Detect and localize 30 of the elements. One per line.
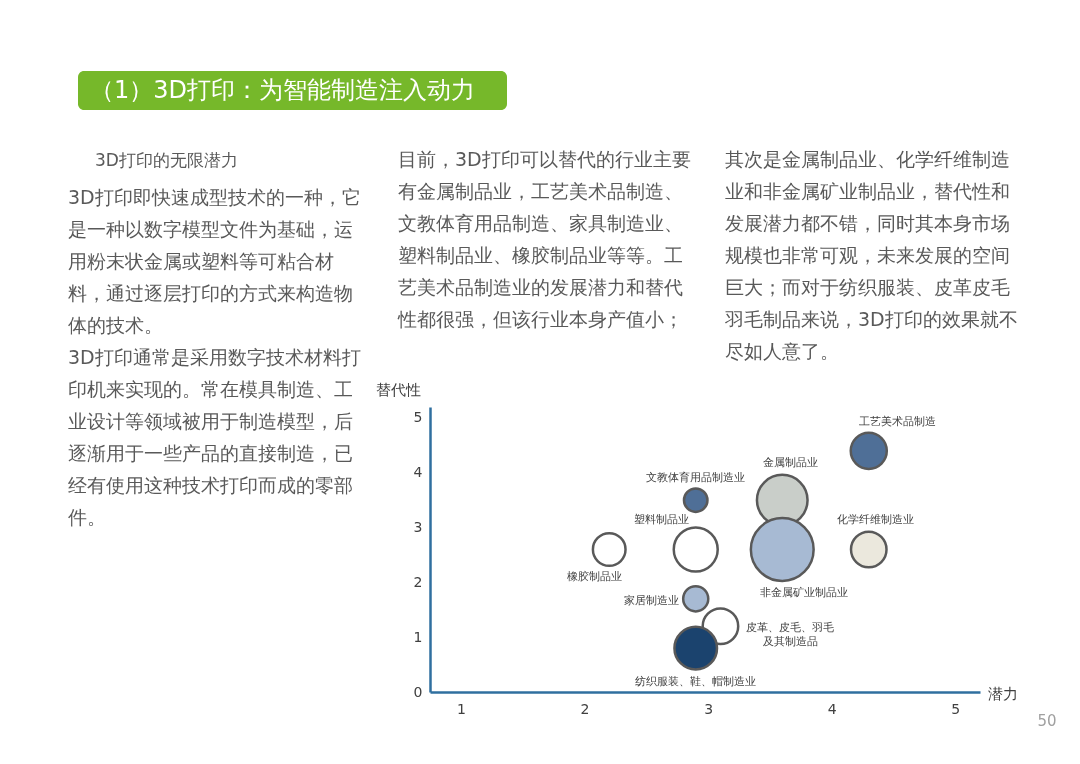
series-label: 工艺美术品制造 bbox=[859, 414, 937, 428]
y-tick-label: 3 bbox=[413, 519, 423, 536]
x-tick-label: 5 bbox=[951, 700, 961, 717]
text: 3D打印的无限潜力 bbox=[95, 150, 238, 170]
series-label: 塑料制品业 bbox=[634, 512, 690, 526]
series-label: 纺织服装、鞋、帽制造业 bbox=[635, 675, 757, 689]
text: 目前，3D打印可以替代的行业主要有金属制品业，工艺美术品制造、文教体育用品制造、家具制造业、塑料制品业、橡胶制品业等等。工艺美术品制造业的发展潜力和替代性都很强，但该行业本身产值小； bbox=[397, 148, 691, 330]
y-tick-label: 1 bbox=[413, 628, 423, 645]
text: 3D打印通常是采用数字技术材料打印机来实现的。常在模具制造、工业设计等领域被用于制造模型，后逐渐用于一些产品的直接制造，已经有使用这种技术打印而成的零部件。 bbox=[68, 346, 361, 528]
y-axis-title: 替代性 bbox=[375, 380, 421, 399]
x-axis-title: 潜力 bbox=[987, 684, 1018, 703]
series-label: 文教体育用品制造业 bbox=[646, 470, 746, 484]
x-tick-label: 4 bbox=[827, 700, 837, 717]
y-tick-label: 4 bbox=[413, 464, 423, 481]
text: 其次是金属制品业、化学纤维制造业和非金属矿业制品业，替代性和发展潜力都不错，同时其本身市场规模也非常可观，未来发展的空间巨大；而对于纺织服装、皮革皮毛羽毛制品来说，3D打印的效果就不尽如人意了。 bbox=[724, 148, 1018, 362]
text: 3D打印即快速成型技术的一种，它是一种以数字模型文件为基础，运用粉末状金属或塑料等可粘合材料，通过逐层打印的方式来构造物体的技术。 bbox=[68, 186, 361, 336]
series-label: 橡胶制品业 bbox=[566, 569, 622, 583]
series-label: 化学纤维制造业 bbox=[837, 513, 915, 527]
series-label: 家居制造业 bbox=[623, 593, 679, 607]
y-tick-label: 2 bbox=[413, 573, 423, 590]
text: 50 bbox=[1037, 712, 1057, 730]
x-tick-label: 2 bbox=[580, 700, 590, 717]
x-tick-label: 3 bbox=[704, 700, 714, 717]
y-tick-label: 5 bbox=[413, 409, 423, 426]
y-tick-label: 0 bbox=[413, 683, 423, 700]
series-label: 皮革、皮毛、羽毛及其制造品 bbox=[746, 621, 835, 649]
x-tick-label: 1 bbox=[456, 700, 466, 717]
chart-title: （1）3D打印：为智能制造注入动力 bbox=[90, 76, 476, 104]
series-label: 金属制品业 bbox=[762, 455, 818, 469]
series-label: 非金属矿业制品业 bbox=[760, 585, 849, 599]
